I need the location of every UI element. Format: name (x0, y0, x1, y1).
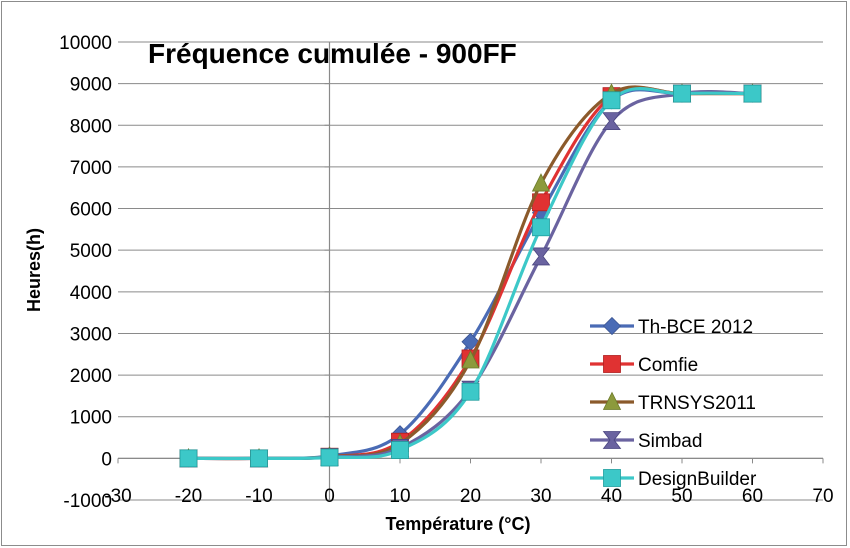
data-point (602, 91, 621, 110)
series-line (188, 87, 753, 461)
y-tick-label: 8000 (70, 116, 112, 137)
chart-title: Fréquence cumulée - 900FF (148, 38, 517, 69)
legend-marker (603, 355, 621, 373)
y-tick-label: 1000 (70, 408, 112, 429)
data-point (461, 382, 480, 401)
y-tick-label: 2000 (70, 366, 112, 387)
data-point (391, 441, 409, 459)
legend-marker (602, 316, 622, 336)
legend-marker (603, 469, 621, 487)
data-point (461, 350, 480, 369)
legend-label: TRNSYS2011 (638, 393, 756, 414)
legend-label: Simbad (638, 431, 702, 452)
x-tick-label: 50 (671, 486, 692, 507)
grid-lines (118, 41, 823, 501)
x-tick-label: 70 (812, 486, 833, 507)
y-tick-label: 5000 (70, 241, 112, 262)
data-point (532, 218, 550, 237)
data-point (531, 247, 551, 266)
data-point (320, 448, 339, 467)
data-point (673, 84, 691, 103)
x-tick-label: 0 (324, 486, 335, 507)
data-point (179, 449, 198, 468)
axes (117, 41, 824, 501)
series-layer (179, 83, 762, 468)
legend-item: Simbad (590, 431, 702, 452)
y-tick-label: 7000 (70, 158, 112, 179)
x-tick-label: 60 (742, 486, 763, 507)
data-point (743, 84, 762, 103)
y-tick-label: 10000 (59, 33, 112, 54)
legend-item: Th-BCE 2012 (590, 316, 753, 338)
y-axis-title: Heures(h) (24, 228, 44, 312)
y-tick-label: 4000 (70, 283, 112, 304)
y-tick-label: 3000 (70, 324, 112, 345)
data-point (250, 449, 268, 468)
x-tick-label: 30 (530, 486, 551, 507)
x-tick-label: 20 (460, 486, 481, 507)
x-tick-label: -20 (175, 486, 202, 507)
x-tick-label: 40 (601, 486, 622, 507)
y-tick-label: 0 (101, 449, 112, 470)
y-tick-label: -1000 (63, 491, 112, 512)
x-tick-label: -10 (245, 486, 272, 507)
legend-marker (602, 431, 622, 449)
x-axis-title: Température (°C) (386, 514, 531, 534)
legend-marker (602, 391, 622, 410)
legend-label: Th-BCE 2012 (638, 317, 753, 338)
legend-item: DesignBuilder (590, 469, 757, 490)
x-tick-label: 10 (389, 486, 410, 507)
series-designbuilder (179, 84, 762, 468)
legend-item: Comfie (590, 355, 698, 376)
legend-label: DesignBuilder (638, 469, 757, 490)
tick-labels: -1000 0 1000 2000 3000 4000 5000 6000 7000 8000 90… (59, 33, 833, 512)
data-point (531, 173, 551, 192)
x-tick-label: -30 (104, 486, 131, 507)
legend: Th-BCE 2012 Comfie TRNSYS2011 Simbad DesignB… (590, 316, 757, 490)
y-tick-label: 9000 (70, 75, 112, 96)
legend-label: Comfie (638, 355, 698, 376)
y-tick-label: 6000 (70, 200, 112, 221)
data-point (602, 112, 621, 131)
legend-item: TRNSYS2011 (590, 391, 756, 414)
